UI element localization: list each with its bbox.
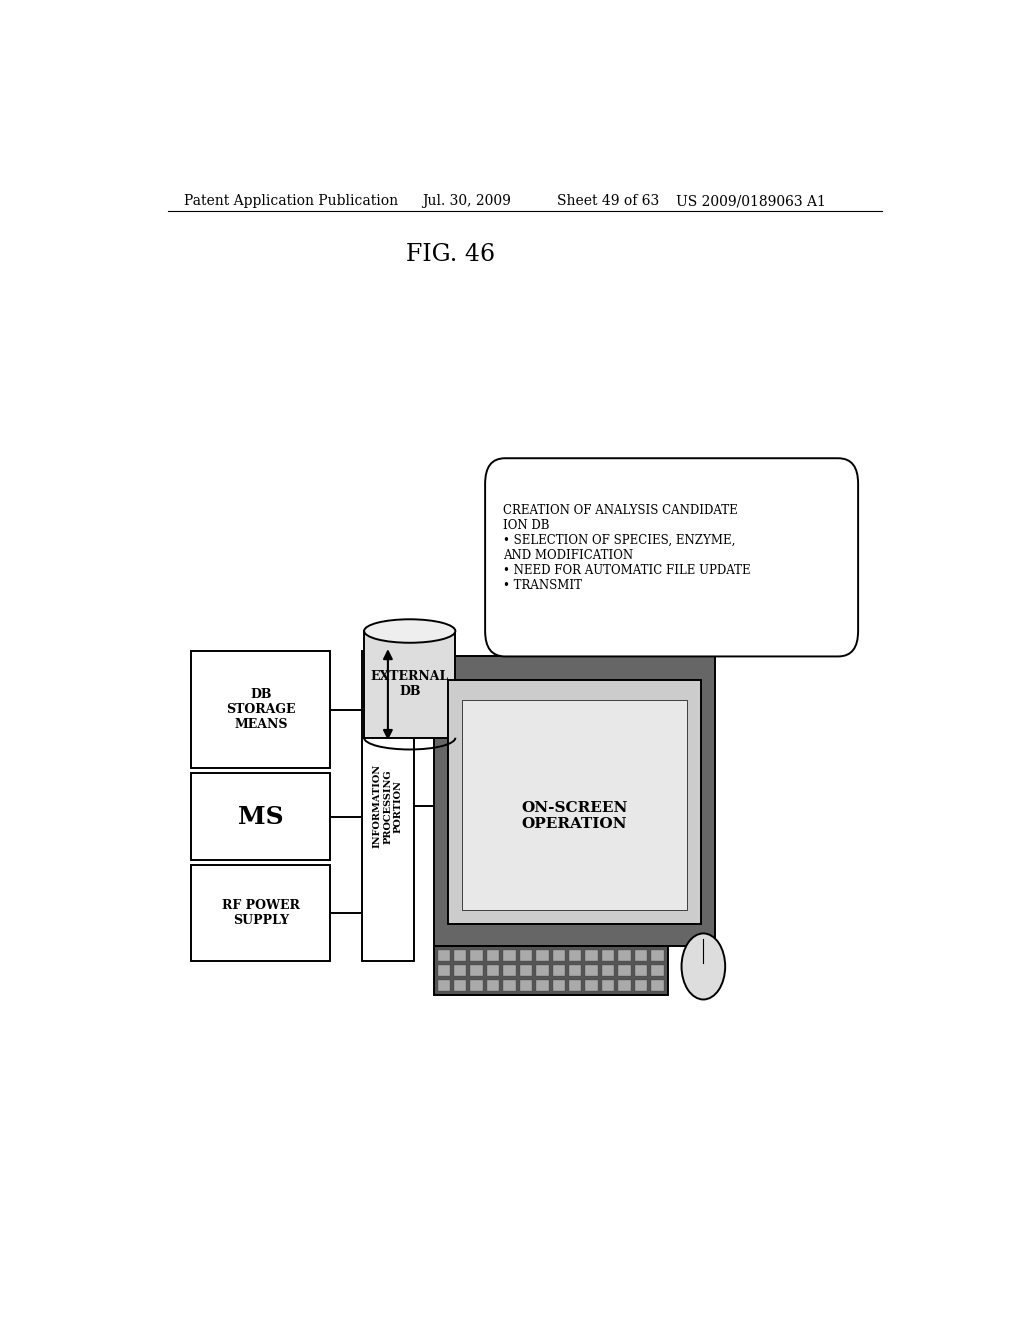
Text: DB
STORAGE
MEANS: DB STORAGE MEANS <box>226 688 296 731</box>
FancyBboxPatch shape <box>586 979 598 991</box>
FancyBboxPatch shape <box>618 965 631 975</box>
FancyBboxPatch shape <box>486 965 500 975</box>
FancyBboxPatch shape <box>569 950 582 961</box>
FancyBboxPatch shape <box>470 950 483 961</box>
FancyBboxPatch shape <box>433 656 715 946</box>
FancyBboxPatch shape <box>503 979 516 991</box>
Ellipse shape <box>682 933 725 999</box>
FancyBboxPatch shape <box>503 965 516 975</box>
Bar <box>558 946 590 969</box>
Text: MS: MS <box>239 804 284 829</box>
FancyBboxPatch shape <box>191 651 331 768</box>
FancyBboxPatch shape <box>437 979 450 991</box>
FancyBboxPatch shape <box>618 979 631 991</box>
FancyBboxPatch shape <box>454 979 466 991</box>
FancyBboxPatch shape <box>486 979 500 991</box>
FancyBboxPatch shape <box>651 979 664 991</box>
FancyBboxPatch shape <box>437 965 450 975</box>
FancyBboxPatch shape <box>470 979 483 991</box>
FancyBboxPatch shape <box>537 979 549 991</box>
FancyBboxPatch shape <box>569 965 582 975</box>
FancyBboxPatch shape <box>486 950 500 961</box>
FancyBboxPatch shape <box>454 950 466 961</box>
FancyBboxPatch shape <box>191 774 331 859</box>
Text: EXTERNAL
DB: EXTERNAL DB <box>371 671 449 698</box>
FancyBboxPatch shape <box>553 950 565 961</box>
FancyBboxPatch shape <box>520 950 532 961</box>
FancyBboxPatch shape <box>520 979 532 991</box>
Ellipse shape <box>365 619 456 643</box>
FancyBboxPatch shape <box>635 965 647 975</box>
Text: CREATION OF ANALYSIS CANDIDATE
ION DB
• SELECTION OF SPECIES, ENZYME,
AND MODIFI: CREATION OF ANALYSIS CANDIDATE ION DB • … <box>504 504 751 591</box>
Bar <box>539 969 610 981</box>
FancyBboxPatch shape <box>433 946 668 995</box>
FancyBboxPatch shape <box>602 979 614 991</box>
FancyBboxPatch shape <box>553 965 565 975</box>
Text: US 2009/0189063 A1: US 2009/0189063 A1 <box>676 194 825 209</box>
FancyBboxPatch shape <box>485 458 858 656</box>
FancyBboxPatch shape <box>602 950 614 961</box>
Text: Sheet 49 of 63: Sheet 49 of 63 <box>557 194 658 209</box>
FancyBboxPatch shape <box>503 950 516 961</box>
FancyBboxPatch shape <box>470 965 483 975</box>
Text: INFORMATION
PROCESSING
PORTION: INFORMATION PROCESSING PORTION <box>373 764 402 849</box>
FancyBboxPatch shape <box>447 680 701 924</box>
Bar <box>365 631 456 738</box>
FancyBboxPatch shape <box>635 950 647 961</box>
Text: ON-SCREEN
OPERATION: ON-SCREEN OPERATION <box>521 801 628 830</box>
FancyBboxPatch shape <box>191 865 331 961</box>
FancyBboxPatch shape <box>635 979 647 991</box>
FancyBboxPatch shape <box>618 950 631 961</box>
Text: RF POWER
SUPPLY: RF POWER SUPPLY <box>222 899 300 927</box>
FancyBboxPatch shape <box>537 965 549 975</box>
FancyBboxPatch shape <box>454 965 466 975</box>
FancyBboxPatch shape <box>437 950 450 961</box>
FancyBboxPatch shape <box>362 651 414 961</box>
FancyBboxPatch shape <box>553 979 565 991</box>
FancyBboxPatch shape <box>462 701 687 909</box>
FancyBboxPatch shape <box>537 950 549 961</box>
FancyBboxPatch shape <box>602 965 614 975</box>
FancyBboxPatch shape <box>586 950 598 961</box>
FancyBboxPatch shape <box>569 979 582 991</box>
Text: FIG. 46: FIG. 46 <box>406 243 495 267</box>
FancyBboxPatch shape <box>651 965 664 975</box>
Text: Jul. 30, 2009: Jul. 30, 2009 <box>422 194 511 209</box>
FancyBboxPatch shape <box>520 965 532 975</box>
FancyBboxPatch shape <box>586 965 598 975</box>
FancyBboxPatch shape <box>651 950 664 961</box>
Text: Patent Application Publication: Patent Application Publication <box>183 194 397 209</box>
